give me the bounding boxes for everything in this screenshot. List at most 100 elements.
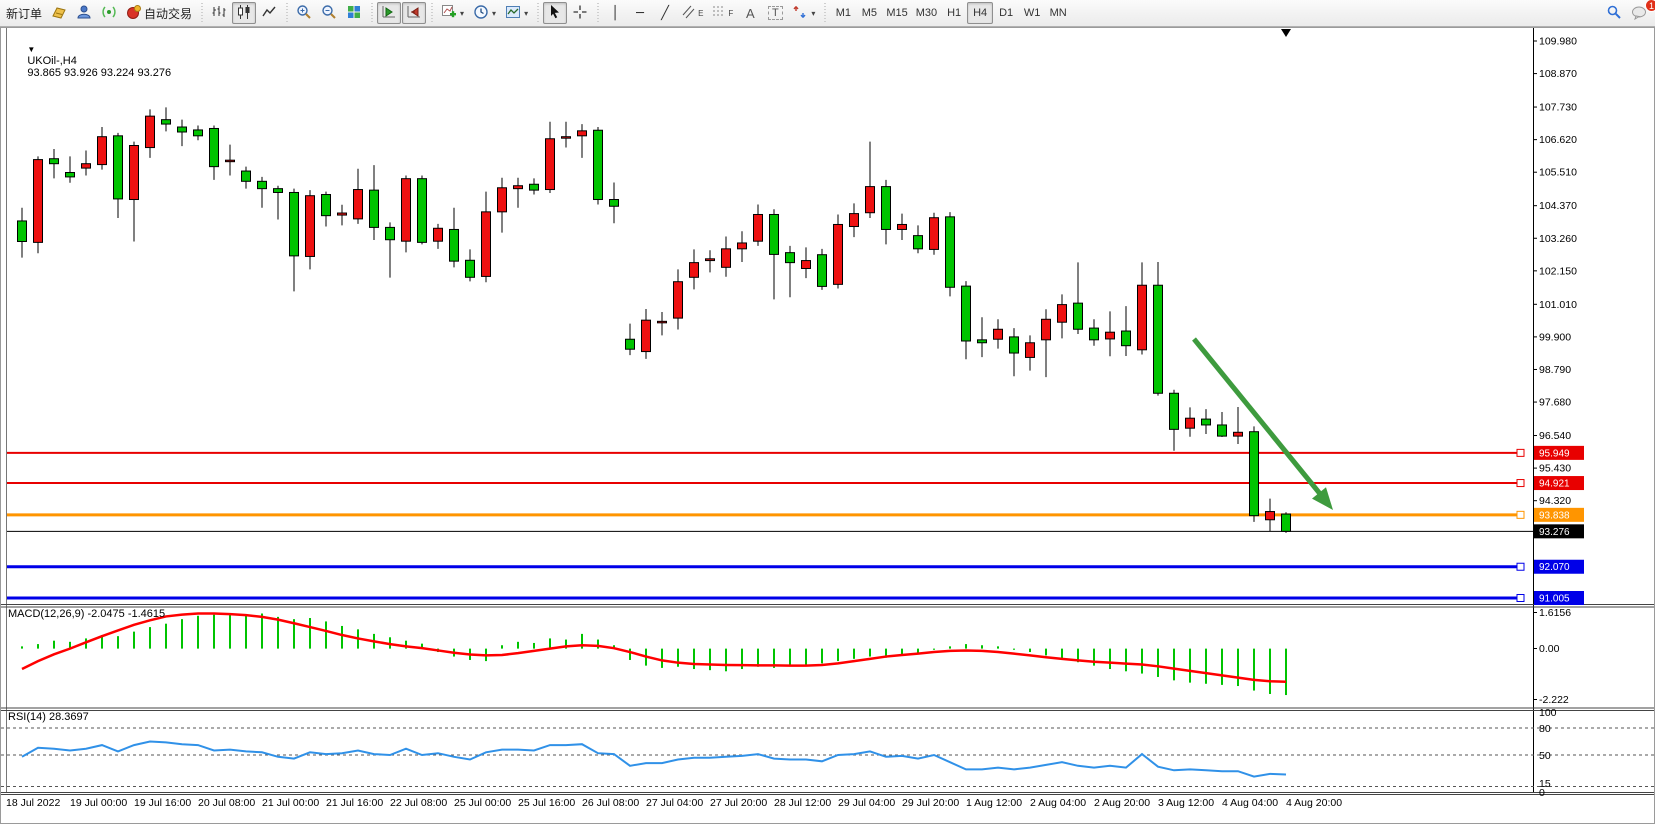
time-axis-label: 22 Jul 08:00: [390, 797, 447, 809]
candle-body: [1121, 330, 1131, 347]
candle-body: [81, 163, 91, 169]
new-order-button[interactable]: 新订单: [2, 2, 46, 24]
rsi-indicator-label: RSI(14) 28.3697: [8, 711, 89, 723]
tab-timeframe-w1[interactable]: W1: [1023, 7, 1041, 19]
candlestick-icon: [236, 4, 252, 23]
chart-shift-icon: [406, 4, 422, 23]
trendline-tool-button[interactable]: ╱: [653, 2, 677, 24]
candle-body: [1201, 418, 1211, 426]
zoom-out-button[interactable]: [317, 2, 341, 24]
gold-chart-icon: [51, 4, 67, 23]
notifications-button[interactable]: 1: [1627, 0, 1655, 24]
candle-body: [689, 262, 699, 278]
candle-body: [161, 119, 171, 125]
candle-body: [721, 248, 731, 268]
candle-body: [433, 227, 443, 242]
zoom-in-button[interactable]: [292, 2, 316, 24]
time-axis-label: 2 Aug 04:00: [1030, 797, 1086, 809]
candle-body: [1105, 331, 1115, 340]
line-handle[interactable]: [1516, 510, 1525, 519]
chart-window[interactable]: ▼ UKOil-,H4 93.865 93.926 93.224 93.276 …: [0, 27, 1655, 824]
line-handle[interactable]: [1516, 448, 1525, 457]
macd-indicator-label: MACD(12,26,9) -2.0475 -1.4615: [8, 608, 166, 620]
channel-icon: [682, 4, 696, 23]
line-handle[interactable]: [1516, 562, 1525, 571]
price-tag: [1534, 507, 1584, 522]
text-tool-icon: A: [745, 5, 755, 21]
candle-body: [1185, 417, 1195, 429]
candle-body: [193, 129, 203, 137]
rsi-axis-label: 100: [1539, 707, 1557, 719]
tab-timeframe-mn[interactable]: MN: [1049, 7, 1067, 19]
tile-windows-icon: [346, 4, 362, 23]
candle-body: [337, 212, 347, 216]
tab-timeframe-m30[interactable]: M30: [915, 7, 938, 19]
horizontal-line-tool-button[interactable]: ─: [628, 2, 652, 24]
crosshair-tool-button[interactable]: [568, 2, 592, 24]
chart-canvas[interactable]: 109.980 108.870 107.730 106.620 105.510 104.3…: [0, 27, 1655, 824]
fibonacci-icon: [712, 4, 726, 23]
tab-timeframe-h1[interactable]: H1: [947, 7, 962, 19]
dropdown-arrow-icon: ▾: [524, 8, 529, 18]
candle-body: [481, 211, 491, 277]
time-axis-label: 21 Jul 00:00: [262, 797, 319, 809]
candle-body: [801, 260, 811, 269]
timeframe-group: M1 M5 M15 M30 H1 H4 D1 W1 MN: [830, 2, 1071, 24]
tab-timeframe-h4[interactable]: H4: [967, 2, 994, 24]
history-center-button[interactable]: [47, 2, 71, 24]
candle-body: [65, 172, 75, 178]
collapse-icon[interactable]: ▼: [27, 45, 36, 54]
auto-scroll-button[interactable]: [377, 2, 402, 24]
fibonacci-tool-button[interactable]: F: [708, 2, 737, 24]
candle-body: [1233, 431, 1243, 437]
candle-body: [929, 217, 939, 250]
new-order-label: 新订单: [6, 6, 43, 21]
chart-shift-marker-icon[interactable]: [1281, 29, 1291, 37]
tab-timeframe-m1[interactable]: M1: [835, 7, 851, 19]
crosshair-icon: [572, 4, 588, 23]
channel-tool-button[interactable]: E: [678, 2, 707, 24]
tile-windows-button[interactable]: [342, 2, 366, 24]
periods-button[interactable]: ▾: [469, 2, 500, 24]
candle-body: [385, 226, 395, 241]
text-tool-button[interactable]: A: [738, 2, 762, 24]
autotrading-button[interactable]: 自动交易: [122, 2, 196, 24]
autotrading-label: 自动交易: [144, 6, 193, 21]
indicators-button[interactable]: ▾: [437, 2, 468, 24]
channel-e-label: E: [698, 8, 704, 18]
candlestick-chart-button[interactable]: [232, 2, 257, 24]
candle-body: [881, 186, 891, 230]
candle-body: [273, 188, 283, 193]
market-watch-button[interactable]: [72, 2, 96, 24]
vertical-line-tool-button[interactable]: │: [603, 2, 627, 24]
tab-timeframe-m5[interactable]: M5: [861, 7, 877, 19]
trend-arrow-head[interactable]: [1312, 487, 1333, 510]
tab-timeframe-d1[interactable]: D1: [999, 7, 1014, 19]
label-tool-button[interactable]: T: [763, 2, 787, 24]
tab-timeframe-m15[interactable]: M15: [886, 7, 908, 19]
signals-button[interactable]: [97, 2, 121, 24]
arrows-tool-button[interactable]: ▾: [788, 2, 819, 24]
bar-chart-button[interactable]: [207, 2, 231, 24]
cursor-tool-button[interactable]: [543, 2, 568, 24]
candle-body: [513, 185, 523, 190]
label-tool-icon: T: [767, 6, 783, 20]
line-handle[interactable]: [1516, 594, 1525, 602]
time-axis-label: 26 Jul 08:00: [582, 797, 639, 809]
trend-arrow[interactable]: [1192, 337, 1323, 497]
line-handle[interactable]: [1516, 479, 1525, 488]
search-button[interactable]: [1602, 2, 1626, 24]
candle-body: [145, 115, 155, 149]
candle-body: [673, 281, 683, 319]
line-chart-button[interactable]: [257, 2, 281, 24]
time-axis-label: 19 Jul 00:00: [70, 797, 127, 809]
chart-shift-button[interactable]: [402, 2, 427, 24]
candle-body: [1089, 327, 1099, 341]
price-tag-label: 93.276: [1539, 527, 1570, 538]
price-tag-label: 94.921: [1539, 479, 1570, 490]
templates-button[interactable]: ▾: [501, 2, 532, 24]
candle-body: [593, 129, 603, 201]
price-tag-label: 92.070: [1539, 562, 1570, 573]
trendline-icon: ╱: [661, 5, 669, 21]
zoom-out-icon: [321, 4, 337, 23]
